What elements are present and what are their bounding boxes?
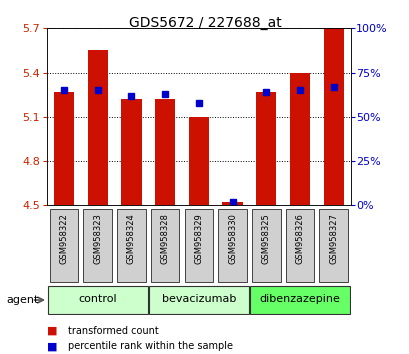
Text: GSM958330: GSM958330: [227, 213, 236, 264]
FancyBboxPatch shape: [218, 209, 246, 282]
Text: GDS5672 / 227688_at: GDS5672 / 227688_at: [128, 16, 281, 30]
FancyBboxPatch shape: [285, 209, 314, 282]
FancyBboxPatch shape: [184, 209, 213, 282]
Bar: [323, 28, 343, 205]
FancyBboxPatch shape: [48, 286, 147, 314]
Text: GSM958323: GSM958323: [93, 213, 102, 264]
Text: GSM958329: GSM958329: [194, 213, 203, 264]
Text: GSM958322: GSM958322: [59, 213, 68, 264]
Text: percentile rank within the sample: percentile rank within the sample: [67, 341, 232, 351]
Text: GSM958328: GSM958328: [160, 213, 169, 264]
Bar: [121, 99, 141, 205]
Bar: [155, 99, 175, 205]
FancyBboxPatch shape: [83, 209, 112, 282]
Text: agent: agent: [6, 295, 38, 305]
FancyBboxPatch shape: [151, 209, 179, 282]
FancyBboxPatch shape: [249, 286, 349, 314]
FancyBboxPatch shape: [117, 209, 146, 282]
Bar: [188, 117, 209, 205]
Bar: [222, 202, 242, 205]
Text: bevacizumab: bevacizumab: [161, 295, 236, 304]
Bar: [256, 92, 276, 205]
FancyBboxPatch shape: [49, 209, 78, 282]
Bar: [88, 51, 108, 205]
Bar: [54, 92, 74, 205]
FancyBboxPatch shape: [319, 209, 347, 282]
Bar: [289, 73, 309, 205]
FancyBboxPatch shape: [251, 209, 280, 282]
Text: dibenzazepine: dibenzazepine: [259, 295, 339, 304]
Text: control: control: [78, 295, 117, 304]
Text: ■: ■: [47, 326, 58, 336]
FancyBboxPatch shape: [148, 286, 248, 314]
Text: GSM958327: GSM958327: [328, 213, 337, 264]
Text: transformed count: transformed count: [67, 326, 158, 336]
Text: GSM958326: GSM958326: [295, 213, 304, 264]
Text: GSM958325: GSM958325: [261, 213, 270, 264]
Text: GSM958324: GSM958324: [127, 213, 136, 264]
Text: ■: ■: [47, 341, 58, 351]
